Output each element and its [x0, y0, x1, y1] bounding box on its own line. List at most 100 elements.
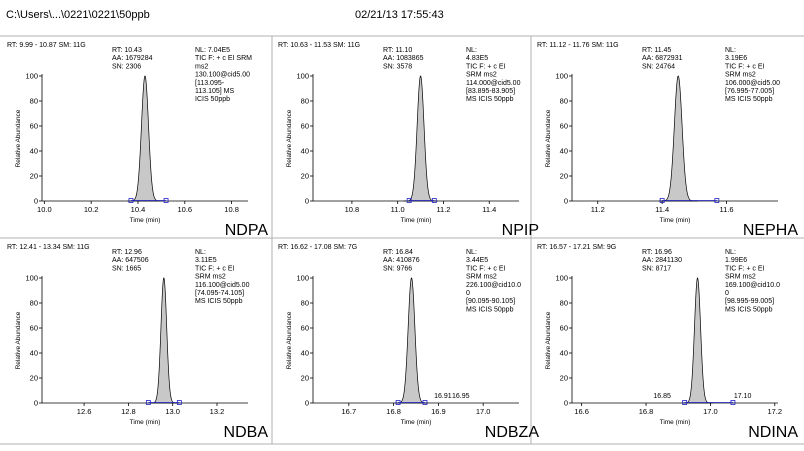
minor-peak-label: 16.91 [434, 393, 452, 400]
scan-info-line: SRM ms2 [725, 274, 756, 281]
scan-info-line: 116.100@cid5.00 [195, 282, 250, 289]
peak-info-line: RT: 16.96 [642, 249, 672, 256]
peak-info-line: AA: 2841130 [642, 257, 682, 264]
scan-info-line: NL: [195, 249, 206, 256]
scan-info-line: [76.995-77.005] [725, 88, 774, 95]
scan-info-line: SRM ms2 [725, 72, 756, 79]
y-tick-label: 40 [560, 147, 568, 156]
scan-info-line: 4.83E5 [466, 55, 488, 62]
scan-info-line: SRM ms2 [195, 274, 226, 281]
rt-range-label: RT: 12.41 - 13.34 SM: 11G [7, 244, 90, 251]
file-path: C:\Users\...\0221\0221\50ppb [6, 9, 150, 21]
compound-name: NDBZA [485, 424, 540, 441]
y-axis-label: Relative Abundance [286, 311, 293, 369]
peak-trace [403, 75, 438, 202]
compound-name: NDBA [224, 424, 269, 441]
x-tick-label: 11.4 [482, 205, 496, 214]
scan-info-line: [98.995-99.005] [725, 298, 774, 305]
x-tick-label: 11.2 [591, 205, 605, 214]
y-tick-label: 20 [30, 374, 38, 383]
y-axis-label: Relative Abundance [286, 109, 293, 167]
scan-info-line: TIC F: + c EI [466, 63, 506, 70]
x-tick-label: 11.6 [719, 205, 733, 214]
y-tick-label: 0 [305, 399, 309, 408]
scan-info-line: MS ICIS 50ppb [725, 306, 773, 313]
x-axis-label: Time (min) [660, 217, 691, 224]
scan-info-line: SRM ms2 [466, 72, 497, 79]
scan-info-line: 130.100@cid5.00 [195, 72, 250, 79]
y-axis-label: Relative Abundance [15, 109, 22, 167]
y-tick-label: 20 [560, 374, 568, 383]
peak-info-line: AA: 1083865 [383, 55, 424, 62]
y-tick-label: 0 [305, 197, 309, 206]
peak-info-line: SN: 8717 [642, 265, 671, 272]
peak-trace [149, 277, 179, 404]
scan-info-line: 0 [725, 290, 729, 297]
x-tick-label: 11.4 [655, 205, 669, 214]
scan-info-line: ICIS 50ppb [195, 96, 230, 103]
scan-info-line: [74.095-74.105] [195, 290, 244, 297]
compound-name: NEPHA [743, 222, 798, 239]
y-tick-label: 80 [301, 299, 309, 308]
chromatogram-ndina: RT: 16.57 - 17.21 SM: 9G RT: 16.96 AA: 284… [534, 240, 800, 444]
y-tick-label: 40 [560, 349, 568, 358]
peak-trace [658, 75, 698, 202]
scan-info-line: NL: [466, 249, 477, 256]
scan-info-line: 114.000@cid5.00 [466, 80, 521, 87]
rt-range-label: RT: 9.99 - 10.87 SM: 11G [7, 42, 86, 49]
y-tick-label: 0 [34, 399, 38, 408]
compound-name: NDPA [225, 222, 269, 239]
scan-info-line: NL: [725, 47, 736, 54]
scan-info-line: NL: [725, 249, 736, 256]
scan-info-line: 3.19E6 [725, 55, 747, 62]
chromatogram-ndba: RT: 12.41 - 13.34 SM: 11G RT: 12.96 AA: 64… [4, 240, 270, 444]
y-tick-label: 20 [301, 172, 309, 181]
scan-info-line: [113.095- [195, 80, 225, 87]
scan-info-line: TIC F: + c EI [466, 265, 506, 272]
y-tick-label: 80 [301, 97, 309, 106]
x-axis-label: Time (min) [130, 419, 161, 426]
scan-info-line: MS ICIS 50ppb [725, 96, 773, 103]
scan-info-line: TIC F: + c EI [725, 265, 765, 272]
scan-info-line: TIC F: + c EI [195, 265, 235, 272]
peak-info-line: SN: 1665 [112, 265, 141, 272]
y-tick-label: 20 [560, 172, 568, 181]
y-tick-label: 100 [25, 274, 38, 283]
x-tick-label: 12.6 [77, 407, 92, 416]
rt-range-label: RT: 11.12 - 11.76 SM: 11G [537, 42, 619, 49]
peak-trace [682, 277, 713, 404]
y-tick-label: 80 [30, 299, 38, 308]
y-tick-label: 100 [555, 274, 568, 283]
minor-peak-label: 16.95 [452, 393, 470, 400]
y-tick-label: 80 [560, 97, 568, 106]
peak-info-line: SN: 3578 [383, 63, 412, 70]
rt-range-label: RT: 16.62 - 17.08 SM: 7G [278, 244, 357, 251]
y-tick-label: 20 [301, 374, 309, 383]
x-axis-label: Time (min) [130, 217, 161, 224]
x-tick-label: 10.8 [345, 205, 360, 214]
peak-trace [394, 277, 429, 404]
scan-info-line: 1.99E6 [725, 257, 747, 264]
peak-info-line: AA: 1679284 [112, 55, 153, 62]
x-axis-label: Time (min) [401, 217, 432, 224]
y-tick-label: 20 [30, 172, 38, 181]
chromatogram-ndbza: RT: 16.62 - 17.08 SM: 7G RT: 16.84 AA: 410… [275, 240, 541, 444]
chromatogram-npip: RT: 10.63 - 11.53 SM: 11G RT: 11.10 AA: 10… [275, 38, 541, 242]
chromatogram-ndpa: RT: 9.99 - 10.87 SM: 11G RT: 10.43 AA: 167… [4, 38, 270, 242]
x-tick-label: 10.2 [84, 205, 99, 214]
peak-info-line: SN: 9766 [383, 265, 412, 272]
scan-info-line: 226.100@cid10.0 [466, 282, 521, 289]
peak-info-line: RT: 11.10 [383, 47, 412, 54]
scan-info-line: ms2 [195, 63, 208, 70]
compound-name: NPIP [502, 222, 539, 239]
x-tick-label: 16.8 [386, 407, 401, 416]
scan-info-line: 169.100@cid10.0 [725, 282, 780, 289]
compound-name: NDINA [748, 424, 798, 441]
peak-info-line: SN: 24764 [642, 63, 675, 70]
y-axis-label: Relative Abundance [15, 311, 22, 369]
scan-info-line: 3.44E5 [466, 257, 488, 264]
